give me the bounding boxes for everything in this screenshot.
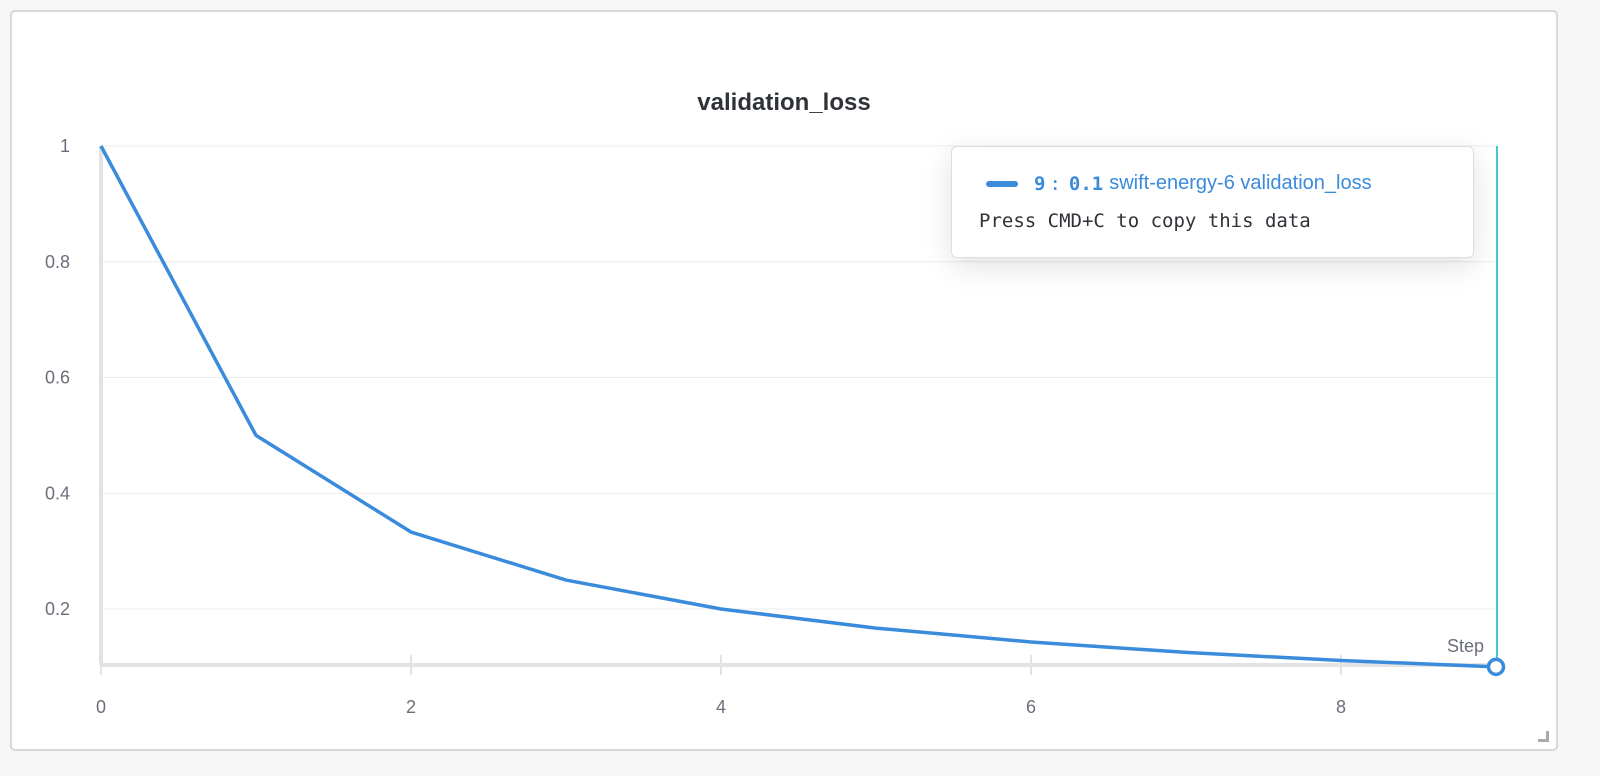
x-axis-label: Step [1447,636,1484,656]
x-tick-label: 4 [716,697,726,717]
y-tick-label: 0.4 [45,483,70,503]
tooltip-separator: : [1049,172,1061,195]
chart-title: validation_loss [697,89,870,116]
y-tick-label: 0.8 [45,252,70,272]
series-line[interactable] [99,145,1497,669]
tooltip-row: 9 : 0.1 swift-energy-6 validation_loss [986,172,1372,195]
hover-point [1486,657,1506,677]
x-tick-label: 2 [406,697,416,717]
series-swatch-icon [986,180,1018,187]
chart-panel [10,10,1558,751]
x-tick-label: 0 [96,697,106,717]
tooltip-step: 9 [1034,172,1046,195]
tooltip-value: 0.1 [1068,172,1104,195]
y-tick-label: 0.2 [45,599,70,619]
y-tick-label: 0.6 [45,368,70,388]
tooltip-hint: Press CMD+C to copy this data [979,210,1311,232]
x-tick-label: 8 [1336,697,1346,717]
x-tick-label: 6 [1026,697,1036,717]
resize-handle-icon[interactable] [1538,731,1549,742]
tooltip-series: swift-energy-6 validation_loss [1109,172,1372,194]
y-tick-label: 1 [60,136,70,156]
tooltip: 9 : 0.1 swift-energy-6 validation_loss P… [951,146,1474,258]
